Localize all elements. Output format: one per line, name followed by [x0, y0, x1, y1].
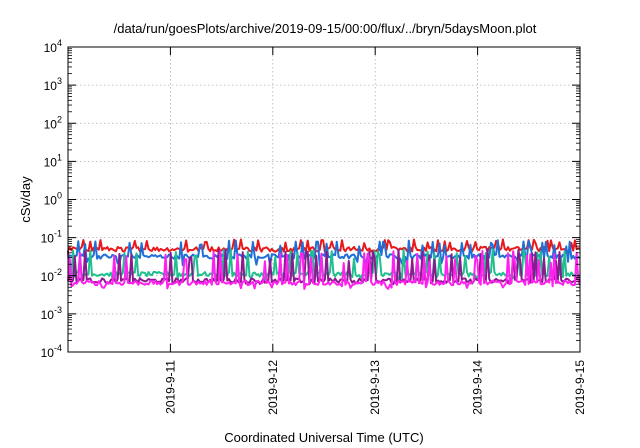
- y-tick-label: 10-2: [41, 267, 62, 284]
- series-line: [67, 248, 581, 286]
- x-axis-title: Coordinated Universal Time (UTC): [224, 430, 423, 445]
- y-tick-label: 103: [44, 76, 62, 93]
- series-layer: [67, 238, 581, 290]
- series-line: [67, 249, 581, 290]
- ticks: [68, 46, 581, 353]
- y-tick-label: 100: [44, 191, 62, 208]
- series-line: [67, 238, 581, 253]
- tick-labels: 10-4 10-3 10-2 10-1 100 101 102 103 104 2019-9-11…: [41, 38, 587, 415]
- y-tick-label: 10-1: [41, 229, 62, 246]
- y-tick-label: 10-3: [41, 305, 62, 322]
- y-tick-label: 104: [44, 38, 62, 55]
- y-axis-title: cSv/day: [18, 176, 33, 223]
- series-line: [67, 239, 581, 267]
- series-line: [67, 248, 581, 281]
- x-tick-label: 2019-9-11: [163, 360, 177, 414]
- x-tick-label: 2019-9-15: [573, 360, 587, 415]
- y-tick-label: 10-4: [41, 343, 62, 360]
- chart-title: /data/run/goesPlots/archive/2019-09-15/0…: [114, 21, 537, 36]
- x-tick-label: 2019-9-12: [266, 360, 280, 415]
- y-tick-label: 101: [44, 152, 62, 169]
- x-tick-label: 2019-9-13: [368, 360, 382, 415]
- y-tick-label: 102: [44, 114, 62, 131]
- x-tick-label: 2019-9-14: [471, 360, 485, 415]
- grid: [68, 46, 581, 353]
